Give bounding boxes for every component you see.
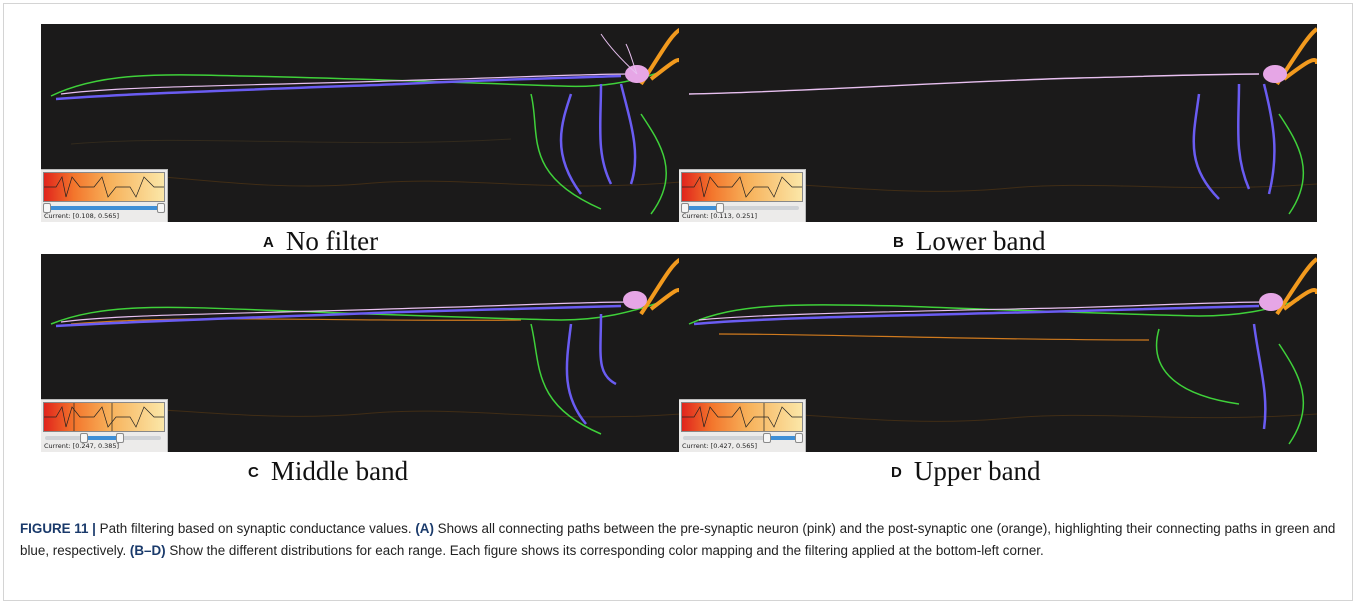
panel-a-letter: A xyxy=(263,234,274,251)
panel-a-title: No filter xyxy=(285,226,379,256)
range-slider-c[interactable] xyxy=(45,433,161,443)
panel-d-title: Upper band xyxy=(913,456,1041,486)
distribution-curve-a xyxy=(44,176,164,198)
panel-d-label: D Upper band xyxy=(891,456,1041,487)
slider-min-handle-d[interactable] xyxy=(763,433,771,443)
panel-b-letter: B xyxy=(893,234,904,251)
neuron-render-b xyxy=(679,27,1317,215)
current-range-c: Current: [0.247, 0.385] xyxy=(44,442,120,450)
slider-max-handle-d[interactable] xyxy=(795,433,803,443)
current-range-d: Current: [0.427, 0.565] xyxy=(682,442,758,450)
panel-a-render: Current: [0.108, 0.565] xyxy=(41,24,681,222)
panel-c-letter: C xyxy=(248,464,259,481)
panel-d-render: Current: [0.427, 0.565] xyxy=(679,254,1317,452)
distribution-curve-d xyxy=(682,403,802,431)
panel-a-label: A No filter xyxy=(263,226,378,257)
panel-b-render: Current: [0.113, 0.251] xyxy=(679,24,1317,222)
color-gradient-d xyxy=(681,402,803,432)
range-slider-a[interactable] xyxy=(43,203,165,213)
neuron-render-d xyxy=(679,257,1317,445)
current-range-a: Current: [0.108, 0.565] xyxy=(44,212,120,220)
caption-text-bd: Show the different distributions for eac… xyxy=(169,543,1044,558)
caption-text-a: Shows all connecting paths between the p… xyxy=(20,521,1336,558)
slider-min-handle-c[interactable] xyxy=(80,433,88,443)
slider-max-handle-a[interactable] xyxy=(157,203,165,213)
color-map-inset-a: Current: [0.108, 0.565] xyxy=(41,169,168,222)
figure-caption: FIGURE 11 | Path filtering based on syna… xyxy=(20,518,1338,562)
figure-label: FIGURE 11 | xyxy=(20,521,96,536)
slider-max-handle-b[interactable] xyxy=(716,203,724,213)
color-gradient-b xyxy=(681,172,803,202)
color-map-inset-b: Current: [0.113, 0.251] xyxy=(679,169,806,222)
current-range-b: Current: [0.113, 0.251] xyxy=(682,212,758,220)
panel-b-title: Lower band xyxy=(915,226,1046,256)
neuron-render-c xyxy=(41,257,681,435)
slider-max-handle-c[interactable] xyxy=(116,433,124,443)
panel-b-label: B Lower band xyxy=(893,226,1046,257)
panel-c-title: Middle band xyxy=(270,456,409,486)
panel-c-render: Current: [0.247, 0.385] xyxy=(41,254,681,452)
color-map-inset-c: Current: [0.247, 0.385] xyxy=(41,399,168,452)
color-gradient-c xyxy=(43,402,165,432)
slider-min-handle-b[interactable] xyxy=(681,203,689,213)
color-map-inset-d: Current: [0.427, 0.565] xyxy=(679,399,806,452)
distribution-curve-b xyxy=(682,176,802,198)
caption-title: Path filtering based on synaptic conduct… xyxy=(99,521,412,536)
caption-ref-a: (A) xyxy=(415,521,434,536)
slider-min-handle-a[interactable] xyxy=(43,203,51,213)
caption-ref-bd: (B–D) xyxy=(129,543,166,558)
range-slider-b[interactable] xyxy=(681,203,799,213)
panel-d-letter: D xyxy=(891,464,902,481)
color-gradient-a xyxy=(43,172,165,202)
neuron-render-a xyxy=(41,27,681,215)
distribution-curve-c xyxy=(44,403,164,431)
figure-frame xyxy=(3,3,1353,601)
range-slider-d[interactable] xyxy=(683,433,803,443)
panel-c-label: C Middle band xyxy=(248,456,408,487)
